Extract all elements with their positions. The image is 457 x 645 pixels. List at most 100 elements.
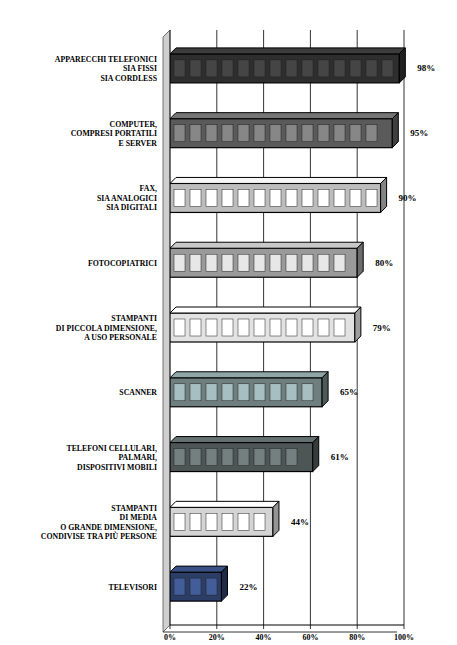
tick-label: 60%: [302, 633, 318, 642]
category-label-line: E SERVER: [118, 139, 157, 148]
bar-pattern: [366, 60, 377, 77]
bar-pattern: [302, 189, 313, 206]
bar-pattern: [206, 189, 217, 206]
bar-pattern: [190, 449, 201, 466]
bar-pattern: [350, 189, 361, 206]
tick: [404, 625, 405, 629]
bar: [170, 183, 381, 212]
bar-pattern: [190, 513, 201, 530]
bar-top: [170, 307, 361, 313]
bar-side: [273, 501, 279, 536]
bar-pattern: [350, 60, 361, 77]
bar-pattern: [318, 319, 329, 336]
bar-pattern: [254, 319, 265, 336]
data-label: 98%: [417, 63, 435, 73]
bar-pattern: [174, 254, 185, 271]
bar-pattern: [254, 60, 265, 77]
category-label: APPARECCHI TELEFONICISIA FISSISIA CORDLE…: [55, 55, 157, 83]
category-label: STAMPANTIDI PICCOLA DIMENSIONE,A USO PER…: [56, 314, 157, 342]
bar-pattern: [190, 254, 201, 271]
bar-pattern: [222, 60, 233, 77]
category-label-line: SCANNER: [119, 388, 157, 397]
category-label-line: A USO PERSONALE: [84, 333, 157, 342]
bar-pattern: [286, 254, 297, 271]
bar-pattern: [238, 513, 249, 530]
bar-pattern: [254, 254, 265, 271]
bar-pattern: [366, 125, 377, 142]
bar-pattern: [302, 60, 313, 77]
tick-label: 0%: [164, 633, 176, 642]
bar-pattern: [254, 513, 265, 530]
category-label-line: DI PICCOLA DIMENSIONE,: [56, 324, 157, 333]
bar-pattern: [270, 60, 281, 77]
category-label: FOTOCOPIATRICI: [88, 259, 157, 268]
bar-top: [170, 437, 319, 443]
bar: [170, 54, 399, 83]
bar: [170, 507, 273, 536]
bar: [170, 572, 221, 601]
bar: [170, 313, 355, 342]
category-label-line: SIA CORDLESS: [100, 74, 157, 83]
bars: [170, 48, 405, 601]
bar-pattern: [190, 60, 201, 77]
category-label-line: TELEVISORI: [108, 583, 157, 592]
bar-pattern: [174, 578, 185, 595]
bar-pattern: [270, 189, 281, 206]
category-label: STAMPANTIDI MEDIAO GRANDE DIMENSIONE,CON…: [41, 504, 158, 542]
bar: [170, 119, 392, 148]
bar-pattern: [334, 254, 345, 271]
bar-pattern: [286, 60, 297, 77]
side-wall: [163, 30, 170, 632]
bar-pattern: [206, 513, 217, 530]
bar-top: [170, 566, 227, 572]
data-label: 61%: [331, 452, 349, 462]
bar-pattern: [286, 319, 297, 336]
bar-side: [357, 242, 363, 277]
bar-pattern: [286, 384, 297, 401]
bar-pattern: [238, 319, 249, 336]
category-label: FAX,SIA ANALOGICISIA DIGITALI: [97, 184, 157, 212]
bar-pattern: [206, 254, 217, 271]
bar-pattern: [334, 189, 345, 206]
bar-pattern: [206, 384, 217, 401]
category-label-line: FAX,: [140, 184, 157, 193]
bar-pattern: [206, 319, 217, 336]
category-label-line: DISPOSITIVI MOBILI: [77, 463, 157, 472]
category-label-line: FOTOCOPIATRICI: [88, 259, 157, 268]
tick-label: 40%: [256, 633, 272, 642]
data-label: 44%: [291, 517, 309, 527]
bar-pattern: [174, 125, 185, 142]
bar: [170, 248, 357, 277]
bar-pattern: [350, 125, 361, 142]
category-label-line: STAMPANTI: [111, 504, 157, 513]
category-label-line: COMPRESI PORTATILI: [71, 129, 157, 138]
bar-pattern: [238, 449, 249, 466]
bar-side: [355, 307, 361, 342]
bar-pattern: [334, 125, 345, 142]
data-label: 79%: [373, 323, 391, 333]
data-label: 80%: [375, 258, 393, 268]
bar-pattern: [334, 60, 345, 77]
category-label: TELEVISORI: [108, 583, 157, 592]
bar-pattern: [254, 125, 265, 142]
bar-top: [170, 501, 279, 507]
bar-pattern: [206, 578, 217, 595]
bar-pattern: [190, 384, 201, 401]
bar-pattern: [238, 189, 249, 206]
bar-pattern: [190, 578, 201, 595]
bar-pattern: [270, 449, 281, 466]
category-label-line: SIA ANALOGICI: [97, 194, 157, 203]
category-label: SCANNER: [119, 388, 157, 397]
tick: [170, 625, 171, 629]
bar-pattern: [174, 319, 185, 336]
category-label-line: SIA FISSI: [123, 64, 157, 73]
bar-pattern: [302, 319, 313, 336]
category-label-line: STAMPANTI: [111, 314, 157, 323]
bar-pattern: [302, 125, 313, 142]
category-label-line: COMPUTER,: [110, 120, 157, 129]
bar-pattern: [222, 254, 233, 271]
bar-side: [313, 437, 319, 472]
bar-pattern: [174, 513, 185, 530]
bar-pattern: [238, 125, 249, 142]
data-label: 22%: [239, 582, 257, 592]
